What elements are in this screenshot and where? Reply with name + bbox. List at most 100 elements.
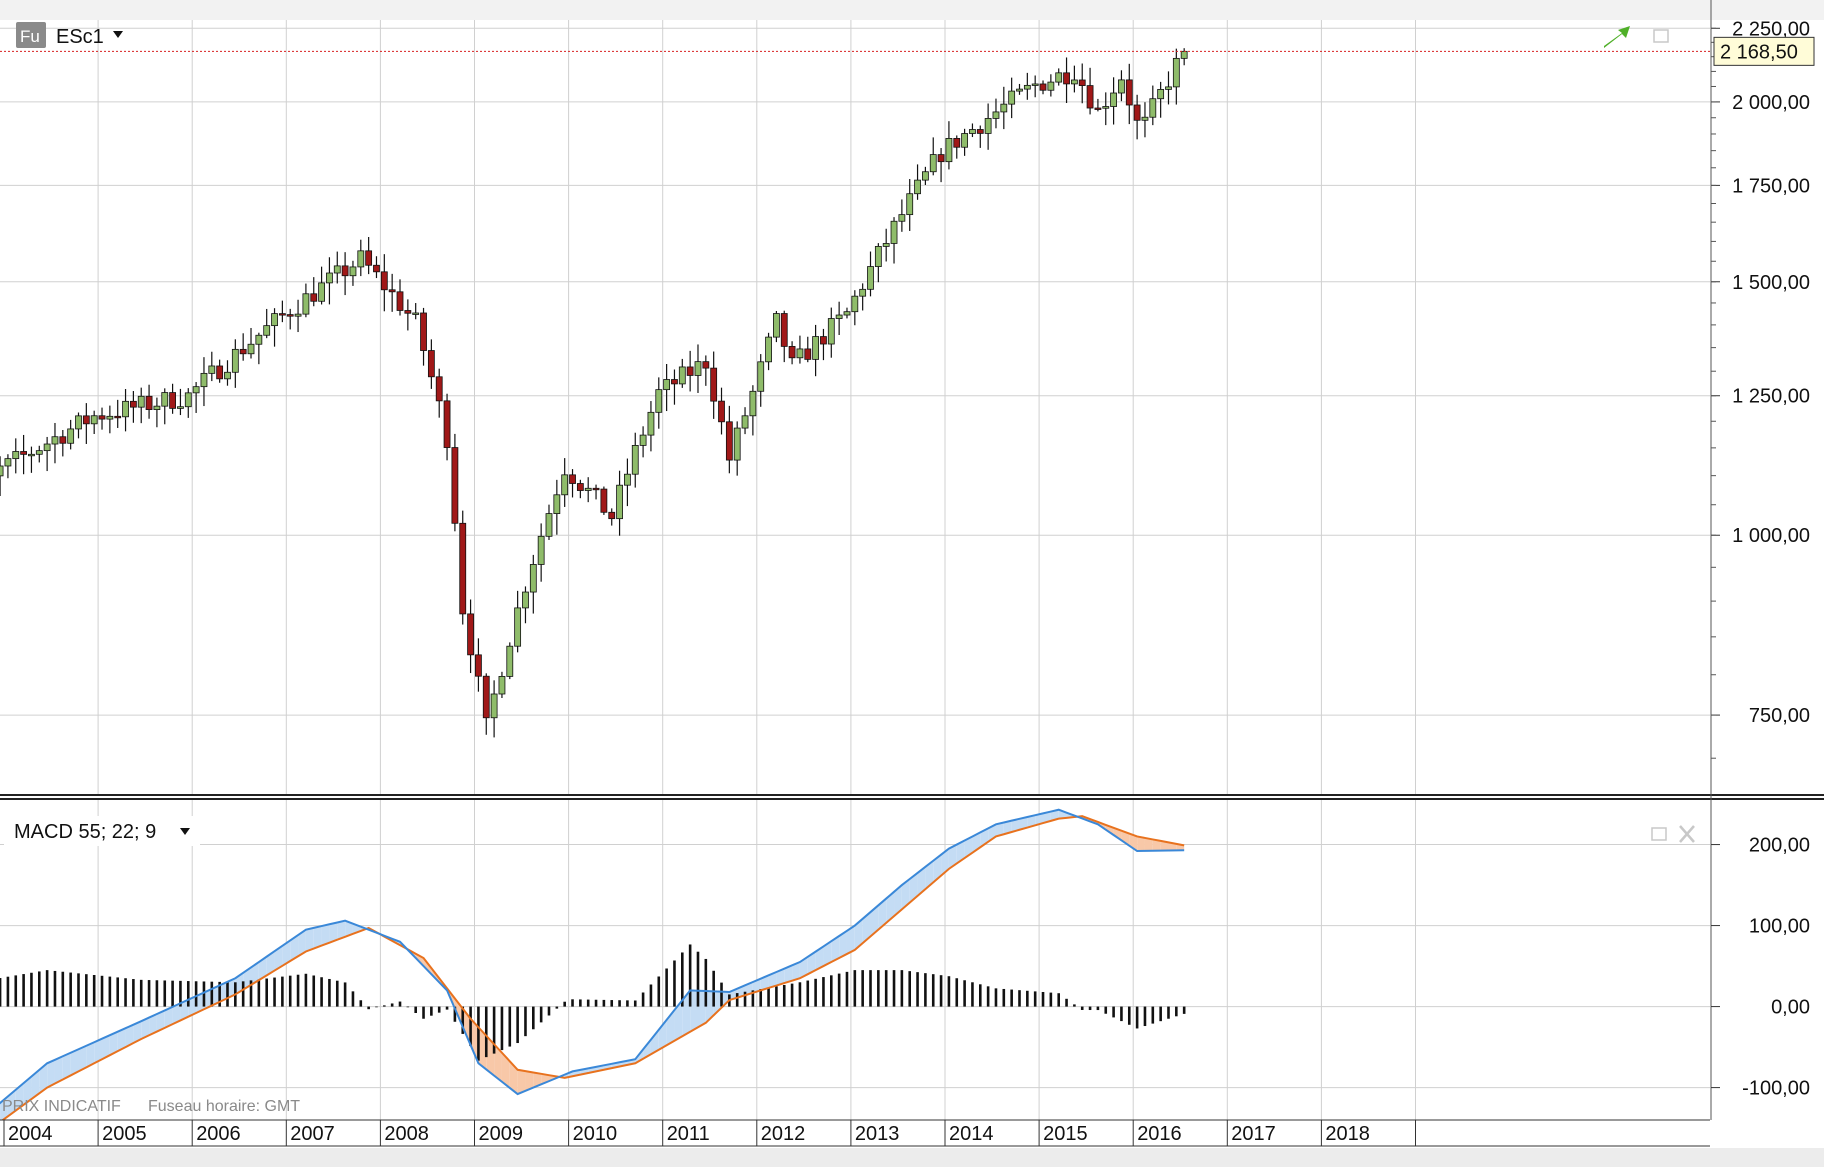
candle <box>271 308 278 347</box>
candle <box>796 335 804 364</box>
y-tick-label: -100,00 <box>1742 1078 1810 1100</box>
candle <box>216 359 224 383</box>
macd-header: MACD 55; 22; 9 <box>4 816 1695 846</box>
candle <box>420 307 427 366</box>
candle <box>184 388 192 418</box>
caret-down-icon[interactable] <box>180 828 190 835</box>
candle <box>294 299 302 333</box>
candle <box>576 479 584 499</box>
candle <box>169 383 176 414</box>
candle <box>1165 71 1172 105</box>
macd-band-segment <box>1160 840 1169 851</box>
candle <box>482 673 490 735</box>
x-tick-label: 2011 <box>667 1123 710 1145</box>
candle <box>882 228 890 262</box>
candle <box>741 407 749 435</box>
y-tick-label: 2 000,00 <box>1732 92 1810 114</box>
candle <box>51 422 59 464</box>
x-tick-label: 2006 <box>196 1123 241 1145</box>
macd-band-segment <box>643 1039 651 1059</box>
macd-band-segment <box>219 981 228 1002</box>
candle <box>1172 48 1180 105</box>
candle <box>35 445 43 463</box>
macd-band-segment <box>102 1035 110 1060</box>
macd-band-segment <box>70 1049 79 1076</box>
macd-band-segment <box>823 941 832 967</box>
candle <box>404 299 412 331</box>
instrument-header: Fu ESc1 <box>16 22 1669 48</box>
candle <box>255 332 263 365</box>
candle <box>349 260 357 286</box>
macd-band-segment <box>321 924 330 946</box>
macd-band-segment <box>831 935 840 963</box>
macd-band-segment <box>243 967 252 990</box>
candle <box>671 369 678 405</box>
time-axis: 2004 2005 2006 2007 2008 2009 2010 2011 2012 2013… <box>0 1119 1710 1147</box>
macd-band-segment <box>768 972 777 988</box>
candle <box>1086 67 1094 115</box>
candle <box>43 436 51 472</box>
macd-band-segment <box>227 978 236 999</box>
candle <box>929 137 937 176</box>
candle <box>1023 72 1031 100</box>
y-tick-label: 1 750,00 <box>1732 175 1810 197</box>
candle <box>686 350 694 392</box>
macd-band-segment <box>941 848 949 876</box>
candle <box>380 254 388 312</box>
candle <box>67 419 75 450</box>
macd-band-segment <box>78 1045 87 1072</box>
macd-band-segment <box>290 935 299 962</box>
macd-band-segment <box>305 927 314 952</box>
candle <box>1047 74 1055 97</box>
macd-band-segment <box>1003 820 1012 835</box>
x-tick-label: 2009 <box>479 1123 524 1145</box>
candle <box>490 680 498 738</box>
macd-band-segment <box>31 1069 40 1100</box>
macd-band-segment <box>517 1069 526 1095</box>
macd-band-segment <box>149 1014 157 1036</box>
candle <box>122 389 129 432</box>
macd-gridlines <box>0 800 1710 1120</box>
candle <box>1000 86 1008 130</box>
candle <box>812 324 820 377</box>
candle <box>357 239 365 277</box>
candle <box>28 446 35 473</box>
restore-icon[interactable] <box>1651 827 1667 841</box>
macd-band-segment <box>486 1035 495 1076</box>
future-badge-label: Fu <box>20 27 40 46</box>
caret-down-icon[interactable] <box>113 31 123 38</box>
candle <box>278 300 286 323</box>
candle <box>851 290 859 326</box>
macd-band-segment <box>650 1029 659 1055</box>
macd-band-segment <box>682 990 691 1037</box>
candle <box>145 384 153 419</box>
macd-band-segment <box>188 996 197 1017</box>
macd-band-segment <box>156 1010 165 1032</box>
candle <box>765 332 772 371</box>
macd-band-segment <box>39 1063 48 1094</box>
candle <box>263 308 271 339</box>
macd-band-segment <box>1152 839 1161 851</box>
indicator-label[interactable]: MACD 55; 22; 9 <box>14 821 156 843</box>
macd-band-segment <box>721 991 730 1008</box>
candle <box>976 125 984 148</box>
candle <box>890 217 898 264</box>
macd-band-segment <box>298 929 306 957</box>
candle <box>1078 63 1086 104</box>
macd-band-segment <box>345 920 353 937</box>
candle <box>898 199 906 232</box>
trend-up-arrow-icon[interactable] <box>1604 26 1630 48</box>
macd-band-segment <box>313 926 322 949</box>
macd-band-segment <box>266 951 275 976</box>
macd-band-segment <box>776 968 785 986</box>
candle <box>921 166 929 185</box>
macd-band-segment <box>799 956 808 979</box>
candle <box>161 388 169 425</box>
close-icon[interactable] <box>1679 825 1695 843</box>
candle <box>514 590 522 653</box>
restore-icon[interactable] <box>1653 29 1669 43</box>
candle <box>984 103 992 150</box>
candle <box>953 135 961 159</box>
instrument-symbol[interactable]: ESc1 <box>56 26 104 48</box>
